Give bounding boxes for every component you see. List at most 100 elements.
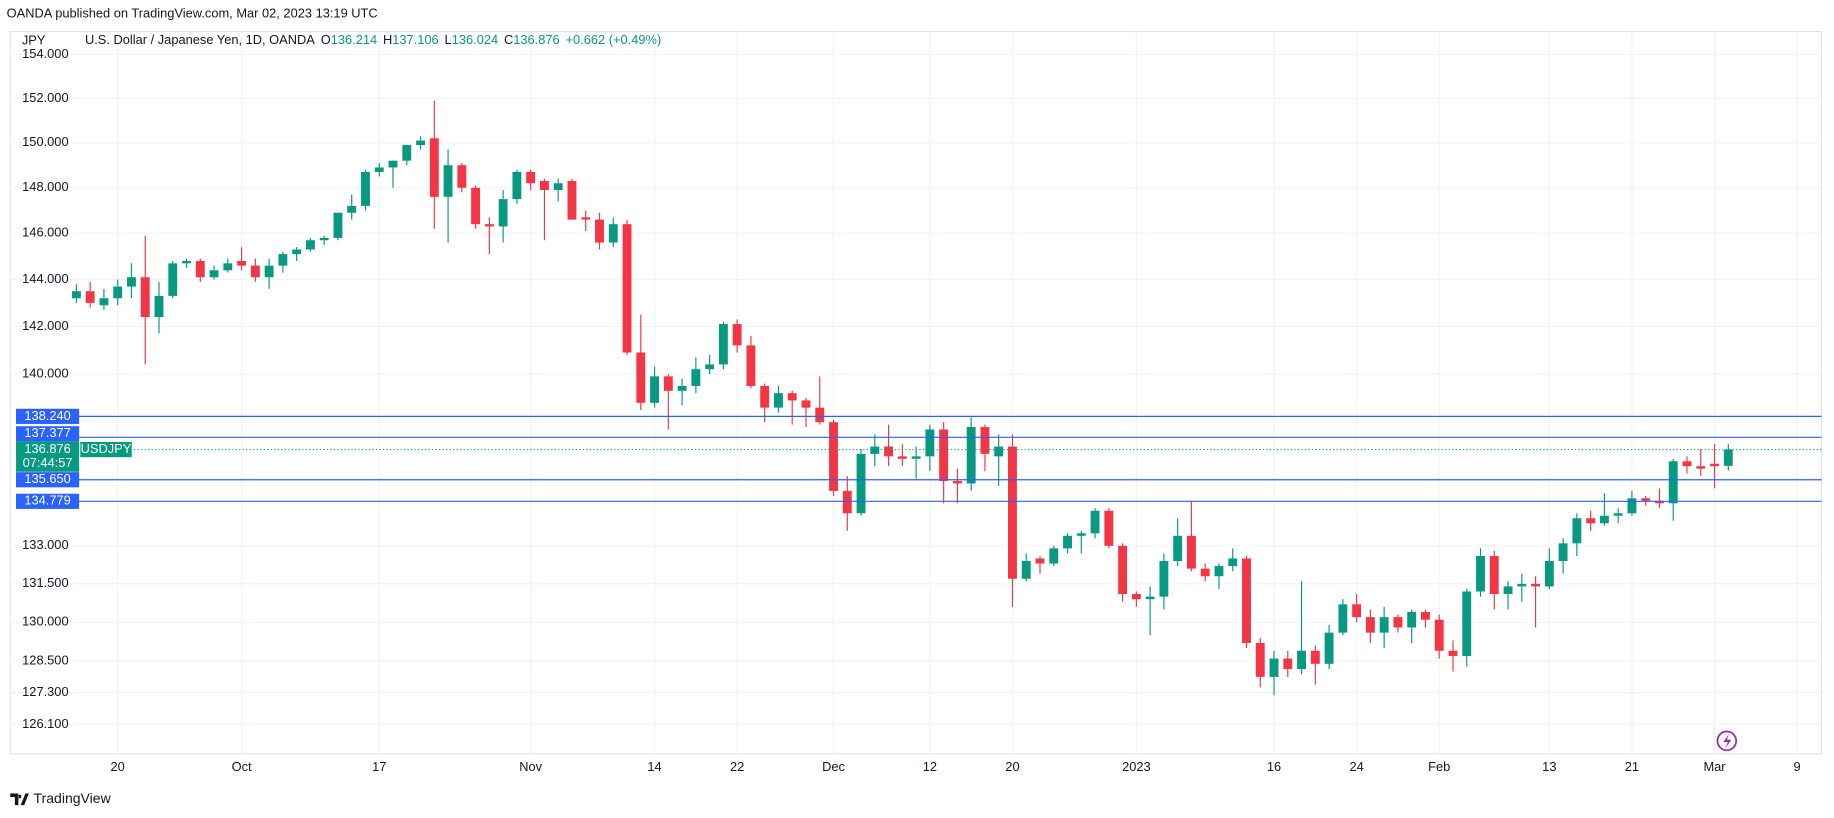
- candle-body: [732, 324, 742, 346]
- price-label-box: [16, 408, 80, 424]
- x-tick-label: 14: [647, 759, 661, 774]
- candle-body: [1710, 463, 1719, 467]
- candle-body: [1682, 461, 1692, 467]
- candle-body: [223, 263, 233, 271]
- currency: JPY: [22, 32, 46, 47]
- candle-body: [1076, 533, 1086, 536]
- candle-body: [182, 261, 191, 264]
- alert-icon: [1716, 730, 1738, 752]
- candle-body: [1214, 566, 1224, 577]
- x-tick-label: 16: [1267, 759, 1281, 774]
- symbol-box: [80, 441, 132, 458]
- candle-body: [870, 446, 880, 454]
- candle-body: [1655, 500, 1664, 504]
- candle-body: [1021, 561, 1031, 579]
- last-price-label: 136.876: [24, 441, 70, 456]
- candle-body: [856, 453, 866, 514]
- candle-body: [705, 364, 715, 370]
- countdown: 07:44:57: [23, 455, 73, 470]
- x-tick-label: 9: [1794, 759, 1801, 774]
- candle-body: [250, 265, 260, 278]
- candle-body: [1352, 604, 1362, 618]
- y-tick-label: 128.500: [22, 653, 68, 668]
- candle-body: [140, 277, 150, 318]
- candle-body: [1421, 612, 1430, 620]
- candle-body: [1063, 535, 1072, 549]
- candle-body: [209, 270, 219, 278]
- x-tick-label: 12: [923, 759, 937, 774]
- symbol-label: USDJPY: [81, 441, 132, 456]
- candle-body: [774, 393, 783, 408]
- candle-body: [264, 265, 274, 278]
- price-label-box: [16, 472, 80, 488]
- candle-body: [1586, 518, 1596, 524]
- y-tick-label: 130.000: [22, 614, 68, 629]
- candle-body: [374, 167, 384, 172]
- candle-body: [718, 324, 728, 365]
- y-tick-label: 146.000: [22, 225, 68, 240]
- legend-key: H: [383, 32, 392, 47]
- brand-name: TradingView: [34, 790, 112, 806]
- candle-body: [1407, 612, 1417, 628]
- candle-body: [1297, 650, 1306, 670]
- x-tick-label: 2023: [1122, 759, 1151, 774]
- candle-body: [305, 240, 315, 250]
- candle-body: [622, 224, 632, 353]
- candle-body: [1049, 548, 1059, 564]
- candle-body: [539, 180, 549, 191]
- candle-body: [746, 345, 756, 386]
- candle-body: [553, 183, 563, 191]
- candle-body: [994, 446, 1004, 457]
- candle-body: [1324, 632, 1334, 664]
- candle-body: [237, 261, 247, 266]
- legend-key: O: [321, 32, 331, 47]
- y-tick-label: 131.500: [22, 575, 68, 590]
- candle-body: [1131, 594, 1141, 600]
- candle-body: [498, 199, 508, 227]
- x-tick-label: 13: [1542, 759, 1556, 774]
- candle-body: [1489, 555, 1499, 595]
- candle-body: [760, 385, 770, 408]
- candle-body: [1118, 545, 1128, 595]
- candle-body: [1104, 510, 1114, 546]
- candle-body: [1531, 583, 1541, 587]
- candle-body: [113, 286, 123, 299]
- x-tick-label: 24: [1349, 759, 1363, 774]
- candle-body: [801, 400, 811, 408]
- x-tick-label: Mar: [1703, 759, 1726, 774]
- candle-body: [1365, 617, 1375, 633]
- candle-body: [1269, 658, 1279, 677]
- candle-body: [595, 219, 604, 243]
- candle-body: [85, 291, 95, 303]
- candle-body: [347, 205, 357, 213]
- legend-key: L: [445, 32, 452, 47]
- candle-body: [1627, 498, 1637, 514]
- candle-body: [1723, 449, 1733, 466]
- candle-body: [471, 187, 481, 225]
- candle-body: [677, 385, 687, 391]
- candle-body: [1613, 513, 1623, 516]
- y-tick-label: 126.100: [22, 716, 68, 731]
- legend-key: C: [504, 32, 513, 47]
- candle-body: [71, 291, 81, 299]
- x-tick-label: 20: [111, 759, 125, 774]
- candle-body: [1462, 591, 1472, 656]
- candle-body: [1242, 558, 1251, 643]
- legend: U.S. Dollar / Japanese Yen, 1D, OANDA O13…: [85, 32, 661, 47]
- candle-body: [787, 393, 797, 401]
- candle-body: [1448, 650, 1458, 656]
- candle-body: [457, 165, 467, 188]
- y-tick-label: 140.000: [22, 365, 68, 380]
- candle-body: [829, 422, 838, 491]
- candle-body: [443, 165, 453, 197]
- candle-body: [1696, 466, 1706, 469]
- candle-body: [1503, 586, 1513, 595]
- candle-body: [1090, 510, 1100, 534]
- candle-body: [512, 171, 522, 200]
- x-tick-label: 21: [1625, 759, 1639, 774]
- candle-body: [1599, 515, 1609, 524]
- x-tick-label: 22: [730, 759, 744, 774]
- candle-body: [1159, 561, 1169, 597]
- x-tick-label: Oct: [232, 759, 252, 774]
- candle-body: [1668, 461, 1678, 504]
